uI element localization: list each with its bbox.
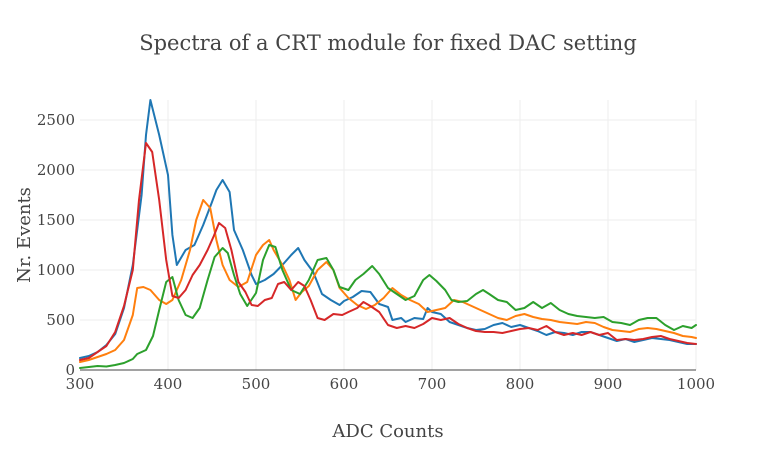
x-tick-label: 300	[66, 375, 95, 393]
x-tick-label: 400	[154, 375, 183, 393]
chart-title: Spectra of a CRT module for fixed DAC se…	[139, 31, 637, 55]
y-tick-label: 2500	[37, 111, 75, 129]
x-tick-label: 600	[330, 375, 359, 393]
x-tick-label: 900	[594, 375, 623, 393]
y-tick-label: 0	[65, 361, 75, 379]
y-tick-label: 1500	[37, 211, 75, 229]
y-tick-label: 2000	[37, 161, 75, 179]
x-tick-label: 700	[418, 375, 447, 393]
y-axis-title: Nr. Events	[14, 187, 35, 283]
series-line-4	[79, 142, 697, 361]
gridlines	[80, 100, 697, 370]
x-tick-label: 500	[242, 375, 271, 393]
x-axis-title: ADC Counts	[331, 421, 443, 442]
series-line-3	[79, 244, 697, 369]
y-tick-labels: 0 500 1000 1500 2000 2500	[37, 111, 75, 379]
y-tick-label: 500	[46, 311, 75, 329]
series-line-1	[79, 99, 697, 359]
x-tick-label: 800	[506, 375, 535, 393]
series-line-2	[79, 199, 697, 363]
y-tick-label: 1000	[37, 261, 75, 279]
x-tick-labels: 300 400 500 600 700 800 900 1000	[66, 375, 715, 393]
x-tick-label: 1000	[677, 375, 715, 393]
series-lines	[79, 99, 697, 369]
